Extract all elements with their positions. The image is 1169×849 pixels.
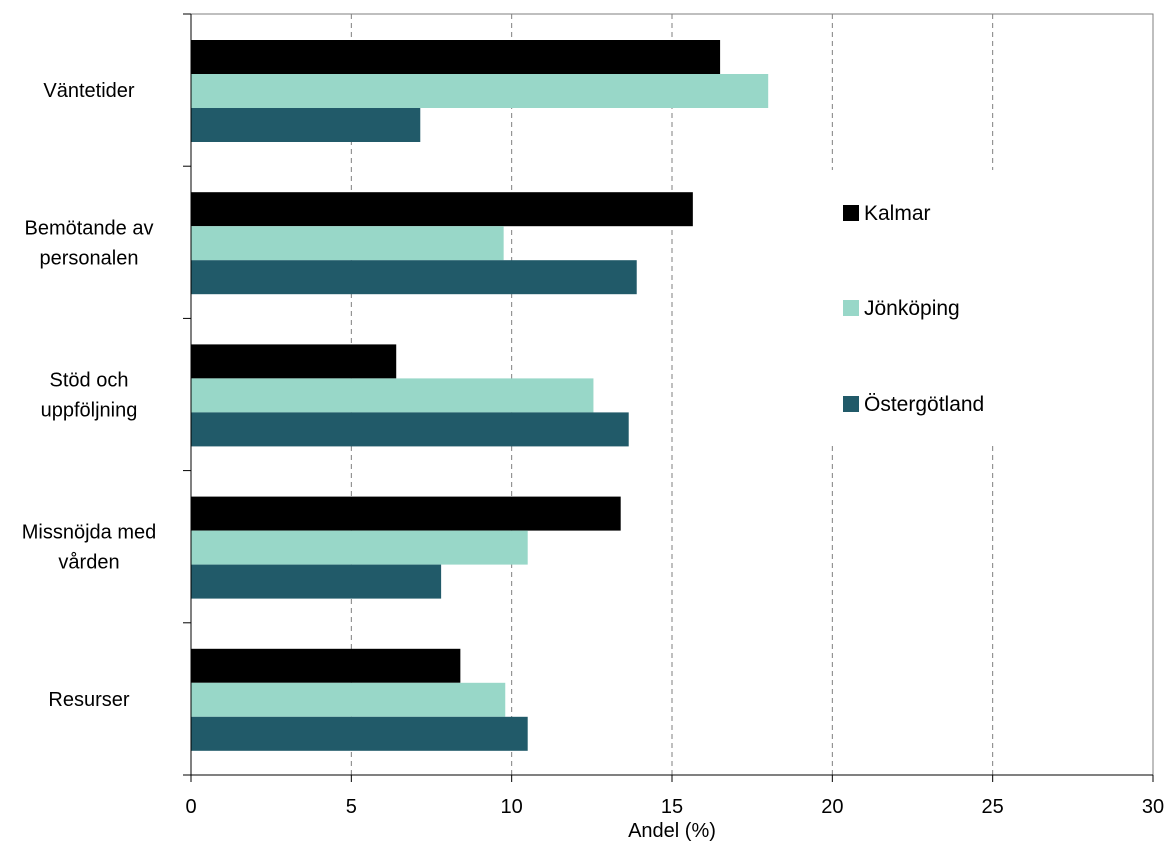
legend-label: Kalmar — [864, 202, 931, 225]
bar — [191, 412, 629, 447]
bar — [191, 40, 721, 74]
x-tick-label: 25 — [982, 796, 1004, 818]
category-label-line: Stöd och — [50, 370, 129, 392]
labels: 0 5 10 15 20 25 30 Väntetider Bemötande av person… — [22, 80, 1164, 818]
category-label-line: personalen — [40, 247, 139, 269]
category-label: Resurser — [48, 689, 129, 711]
x-tick-label: 30 — [1142, 796, 1164, 818]
x-tick-label: 10 — [501, 796, 523, 818]
bar — [191, 74, 769, 108]
bar — [191, 564, 442, 599]
x-tick-label: 15 — [661, 796, 683, 818]
bar — [191, 226, 504, 261]
category-label: Väntetider — [43, 80, 135, 102]
bar — [191, 344, 397, 379]
category-label-line: vården — [58, 552, 119, 574]
legend: Kalmar Jönköping Östergötland — [816, 170, 1006, 445]
x-tick-label: 5 — [346, 796, 357, 818]
category-label: Bemötande av personalen — [25, 217, 154, 269]
legend-label: Jönköping — [864, 297, 960, 320]
bar — [191, 378, 594, 413]
bar — [191, 260, 637, 295]
bars — [191, 40, 769, 751]
axes — [183, 13, 1154, 782]
x-axis-title: Andel (%) — [628, 820, 716, 842]
legend-swatch — [843, 205, 859, 221]
category-label-line: Missnöjda med — [22, 522, 157, 544]
bar — [191, 496, 621, 531]
category-label: Stöd och uppföljning — [41, 370, 138, 422]
x-tick-label: 0 — [185, 796, 196, 818]
category-label-line: uppföljning — [41, 400, 138, 422]
category-label-line: Väntetider — [43, 80, 135, 102]
bar — [191, 108, 421, 142]
bar — [191, 682, 506, 717]
category-label-line: Bemötande av — [25, 217, 154, 239]
category-label-line: Resurser — [48, 689, 129, 711]
legend-swatch — [843, 396, 859, 412]
bar — [191, 648, 461, 683]
bar — [191, 530, 528, 565]
bar — [191, 716, 528, 751]
legend-label: Östergötland — [864, 393, 984, 416]
legend-swatch — [843, 300, 859, 316]
category-label: Missnöjda med vården — [22, 522, 157, 574]
bar — [191, 192, 693, 227]
x-tick-label: 20 — [821, 796, 843, 818]
